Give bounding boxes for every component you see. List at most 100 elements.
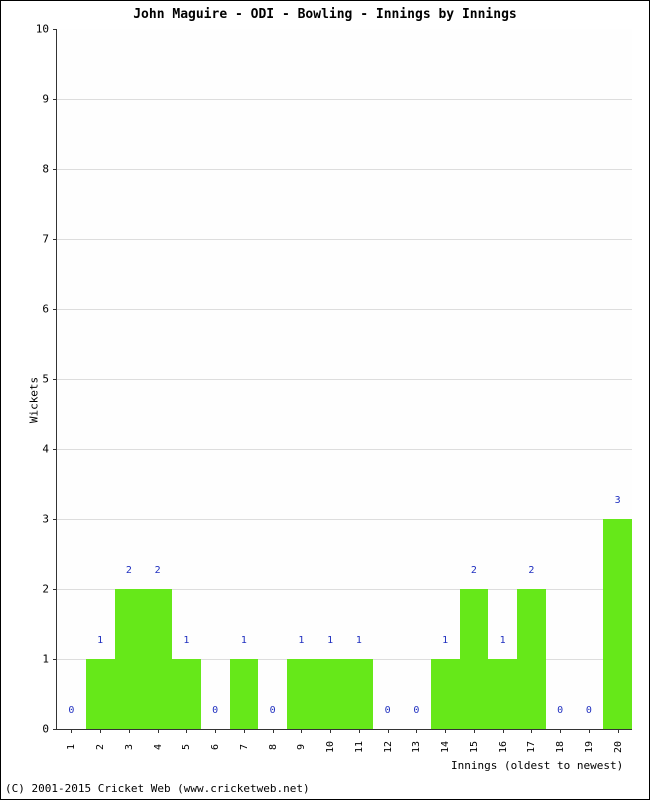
bar-value-label: 1 xyxy=(183,635,189,646)
bar-value-label: 1 xyxy=(442,635,448,646)
x-axis-label: Innings (oldest to newest) xyxy=(451,759,623,772)
x-tick-mark xyxy=(445,729,446,733)
x-tick-mark xyxy=(618,729,619,733)
y-tick-mark xyxy=(53,589,57,590)
gridline xyxy=(57,519,632,520)
bar-value-label: 1 xyxy=(356,635,362,646)
y-tick-mark xyxy=(53,29,57,30)
bar xyxy=(345,659,374,729)
chart-title: John Maguire - ODI - Bowling - Innings b… xyxy=(1,1,649,22)
x-tick-mark xyxy=(503,729,504,733)
bar xyxy=(86,659,115,729)
y-tick-label: 0 xyxy=(42,723,49,736)
gridline xyxy=(57,239,632,240)
bar xyxy=(172,659,201,729)
x-tick-mark xyxy=(301,729,302,733)
x-tick-label: 8 xyxy=(268,744,279,750)
bar-value-label: 1 xyxy=(327,635,333,646)
x-tick-label: 15 xyxy=(469,741,480,753)
x-tick-label: 11 xyxy=(354,741,365,753)
x-tick-mark xyxy=(330,729,331,733)
x-tick-mark xyxy=(531,729,532,733)
x-tick-label: 17 xyxy=(526,741,537,753)
bar xyxy=(603,519,632,729)
y-tick-mark xyxy=(53,169,57,170)
x-tick-label: 10 xyxy=(325,741,336,753)
y-tick-label: 2 xyxy=(42,583,49,596)
x-tick-label: 20 xyxy=(613,741,624,753)
bar-value-label: 0 xyxy=(413,705,419,716)
x-tick-mark xyxy=(416,729,417,733)
x-tick-mark xyxy=(129,729,130,733)
gridline xyxy=(57,309,632,310)
x-tick-label: 4 xyxy=(153,744,164,750)
y-tick-mark xyxy=(53,659,57,660)
bar-value-label: 0 xyxy=(385,705,391,716)
x-tick-label: 14 xyxy=(440,741,451,753)
y-tick-label: 6 xyxy=(42,303,49,316)
chart-container: John Maguire - ODI - Bowling - Innings b… xyxy=(0,0,650,800)
bar-value-label: 1 xyxy=(500,635,506,646)
x-tick-mark xyxy=(474,729,475,733)
bar-value-label: 2 xyxy=(528,565,534,576)
bar xyxy=(316,659,345,729)
bar-value-label: 2 xyxy=(471,565,477,576)
x-tick-label: 12 xyxy=(383,741,394,753)
y-tick-label: 10 xyxy=(36,23,49,36)
copyright-text: (C) 2001-2015 Cricket Web (www.cricketwe… xyxy=(5,782,310,795)
bar-value-label: 0 xyxy=(68,705,74,716)
bar-value-label: 1 xyxy=(241,635,247,646)
bar xyxy=(230,659,259,729)
y-tick-mark xyxy=(53,449,57,450)
x-tick-mark xyxy=(273,729,274,733)
y-tick-label: 9 xyxy=(42,93,49,106)
gridline xyxy=(57,169,632,170)
x-tick-mark xyxy=(100,729,101,733)
x-tick-mark xyxy=(215,729,216,733)
bar xyxy=(460,589,489,729)
x-tick-mark xyxy=(244,729,245,733)
bar-value-label: 3 xyxy=(615,495,621,506)
y-tick-mark xyxy=(53,519,57,520)
x-tick-label: 3 xyxy=(124,744,135,750)
x-tick-mark xyxy=(589,729,590,733)
gridline xyxy=(57,379,632,380)
x-tick-label: 7 xyxy=(239,744,250,750)
bar-value-label: 1 xyxy=(298,635,304,646)
bar xyxy=(115,589,144,729)
y-tick-label: 1 xyxy=(42,653,49,666)
y-tick-label: 4 xyxy=(42,443,49,456)
y-tick-label: 7 xyxy=(42,233,49,246)
x-tick-mark xyxy=(359,729,360,733)
bar xyxy=(287,659,316,729)
y-tick-label: 3 xyxy=(42,513,49,526)
x-tick-mark xyxy=(560,729,561,733)
y-tick-mark xyxy=(53,99,57,100)
gridline xyxy=(57,99,632,100)
gridline xyxy=(57,449,632,450)
x-tick-mark xyxy=(186,729,187,733)
y-tick-mark xyxy=(53,309,57,310)
x-tick-label: 9 xyxy=(296,744,307,750)
bar xyxy=(431,659,460,729)
bar-value-label: 2 xyxy=(126,565,132,576)
x-tick-label: 6 xyxy=(210,744,221,750)
y-tick-label: 8 xyxy=(42,163,49,176)
bar xyxy=(143,589,172,729)
plot-area: 01221010111001212003 xyxy=(56,29,632,730)
x-tick-label: 1 xyxy=(66,744,77,750)
x-tick-mark xyxy=(158,729,159,733)
bar-value-label: 2 xyxy=(155,565,161,576)
bar-value-label: 0 xyxy=(270,705,276,716)
bar-value-label: 0 xyxy=(557,705,563,716)
bar xyxy=(517,589,546,729)
x-tick-label: 18 xyxy=(555,741,566,753)
y-tick-mark xyxy=(53,239,57,240)
x-tick-label: 13 xyxy=(411,741,422,753)
x-tick-mark xyxy=(71,729,72,733)
y-tick-mark xyxy=(53,729,57,730)
y-tick-label: 5 xyxy=(42,373,49,386)
x-tick-mark xyxy=(388,729,389,733)
bar-value-label: 0 xyxy=(212,705,218,716)
bar xyxy=(488,659,517,729)
